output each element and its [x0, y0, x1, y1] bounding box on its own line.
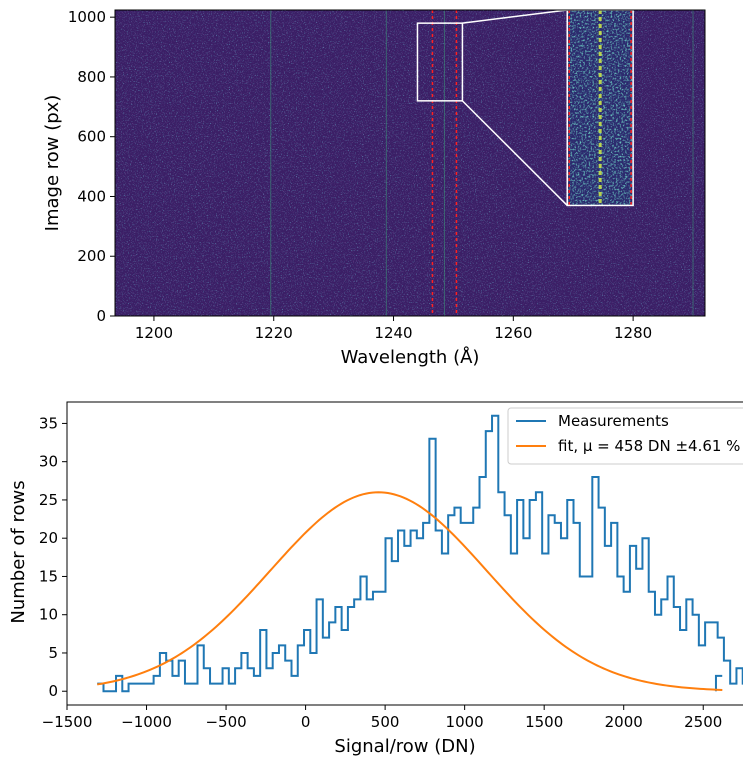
legend-label-fit: fit, μ = 458 DN ±4.61 % — [558, 437, 740, 455]
x-axis-label: Wavelength (Å) — [341, 346, 480, 368]
y-tick-label: 5 — [48, 644, 58, 662]
x-tick-label: 500 — [371, 713, 400, 731]
x-tick-label: 2500 — [684, 713, 722, 731]
y-tick-label: 0 — [96, 307, 106, 325]
zoom-connector-bottom — [461, 100, 568, 206]
image-axes-frame — [114, 9, 706, 317]
zoom-connector-top — [462, 9, 568, 24]
x-axis-label: Signal/row (DN) — [334, 736, 475, 757]
measurements-histogram — [97, 414, 743, 693]
y-axis-label: Number of rows — [8, 480, 29, 623]
zoom-region-box — [416, 22, 464, 102]
x-tick-label: 1280 — [614, 324, 652, 342]
gaussian-fit-curve — [97, 491, 723, 691]
y-tick-label: 200 — [77, 247, 106, 265]
x-tick-label: 1500 — [525, 713, 563, 731]
histogram-axes-frame — [66, 401, 743, 706]
x-tick-label: 1220 — [255, 324, 293, 342]
measurements-histogram-last-bin — [714, 674, 723, 692]
x-tick-label: 1200 — [135, 324, 173, 342]
legend-box — [507, 407, 743, 465]
x-tick-label: 0 — [301, 713, 311, 731]
y-tick-label: 400 — [77, 187, 106, 205]
legend: Measurements fit, μ = 458 DN ±4.61 % — [507, 407, 743, 465]
y-tick-label: 35 — [39, 414, 58, 432]
y-tick-label: 800 — [77, 68, 106, 86]
x-tick-label: −1500 — [42, 713, 93, 731]
y-tick-label: 25 — [39, 491, 58, 509]
legend-label-measurements: Measurements — [558, 412, 669, 430]
y-tick-label: 15 — [39, 567, 58, 585]
y-tick-label: 20 — [39, 529, 58, 547]
x-tick-label: 1240 — [374, 324, 412, 342]
y-tick-label: 10 — [39, 606, 58, 624]
x-tick-label: 1000 — [446, 713, 484, 731]
y-tick-label: 1000 — [68, 8, 106, 26]
x-tick-label: −500 — [205, 713, 246, 731]
x-tick-label: 2000 — [605, 713, 643, 731]
histogram-panel: −1500 −1000 −500 0 500 1000 1500 2000 2500 0 5 10 1… — [8, 401, 743, 757]
x-tick-label: 1260 — [494, 324, 532, 342]
y-tick-label: 0 — [48, 682, 58, 700]
y-axis-label: Image row (px) — [42, 95, 63, 232]
x-tick-label: −1000 — [121, 713, 172, 731]
detector-image-panel: 1200 1220 1240 1260 1280 0 200 400 600 800 1000 W… — [42, 8, 706, 368]
y-tick-label: 600 — [77, 128, 106, 146]
y-tick-label: 30 — [39, 453, 58, 471]
